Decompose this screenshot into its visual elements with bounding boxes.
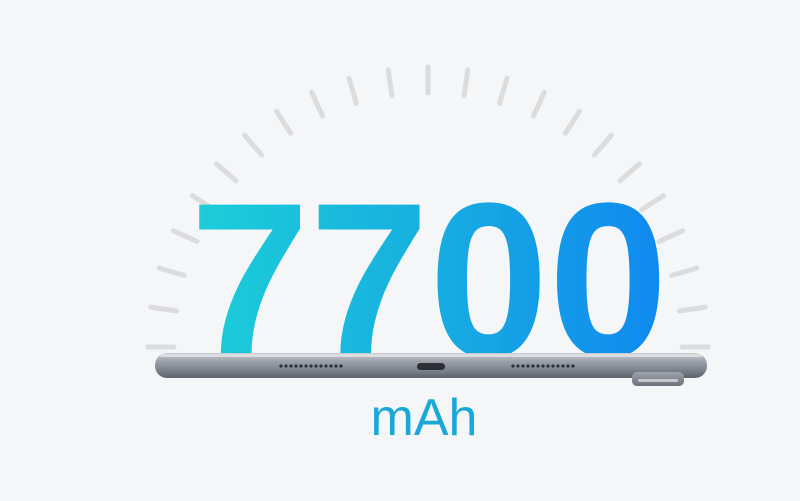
speaker-hole <box>284 364 288 368</box>
battery-capacity-unit: mAh <box>371 389 478 447</box>
speaker-grille-right-icon <box>511 364 575 368</box>
gauge-ray <box>591 132 614 158</box>
gauge-ray <box>617 161 643 184</box>
speaker-hole <box>289 364 293 368</box>
gauge-ray <box>669 265 700 278</box>
speaker-grille-left-icon <box>279 364 343 368</box>
speaker-hole <box>546 364 550 368</box>
gauge-ray <box>531 89 547 119</box>
speaker-hole <box>556 364 560 368</box>
gauge-ray <box>189 193 217 213</box>
speaker-hole <box>324 364 328 368</box>
gauge-ray <box>676 304 708 314</box>
speaker-hole <box>334 364 338 368</box>
usb-c-port-icon <box>417 363 445 370</box>
speaker-hole <box>551 364 555 368</box>
speaker-hole <box>561 364 565 368</box>
speaker-hole <box>294 364 298 368</box>
speaker-hole <box>531 364 535 368</box>
speaker-hole <box>339 364 343 368</box>
gauge-ray <box>346 75 359 106</box>
gauge-ray <box>170 228 200 244</box>
speaker-hole <box>571 364 575 368</box>
gauge-ray <box>562 108 582 136</box>
speaker-hole <box>329 364 333 368</box>
speaker-hole <box>304 364 308 368</box>
gauge-ray <box>148 304 180 314</box>
gauge-ray <box>274 108 294 136</box>
gauge-ray <box>309 89 325 119</box>
speaker-hole <box>314 364 318 368</box>
gauge-ray <box>242 132 265 158</box>
speaker-hole <box>566 364 570 368</box>
speaker-hole <box>526 364 530 368</box>
speaker-hole <box>536 364 540 368</box>
speaker-hole <box>511 364 515 368</box>
speaker-hole <box>541 364 545 368</box>
gauge-ray <box>213 161 239 184</box>
gauge-ray <box>497 75 510 106</box>
tablet-side-view-icon <box>155 353 707 386</box>
speaker-hole <box>521 364 525 368</box>
speaker-hole <box>299 364 303 368</box>
gauge-ray <box>461 67 471 99</box>
speaker-hole <box>516 364 520 368</box>
gauge-ray <box>385 67 395 99</box>
gauge-ray <box>656 228 686 244</box>
speaker-hole <box>319 364 323 368</box>
speaker-hole <box>279 364 283 368</box>
speaker-hole <box>309 364 313 368</box>
gauge-rays-icon <box>145 64 711 350</box>
gauge-ray <box>639 193 667 213</box>
gauge-ray <box>156 265 187 278</box>
